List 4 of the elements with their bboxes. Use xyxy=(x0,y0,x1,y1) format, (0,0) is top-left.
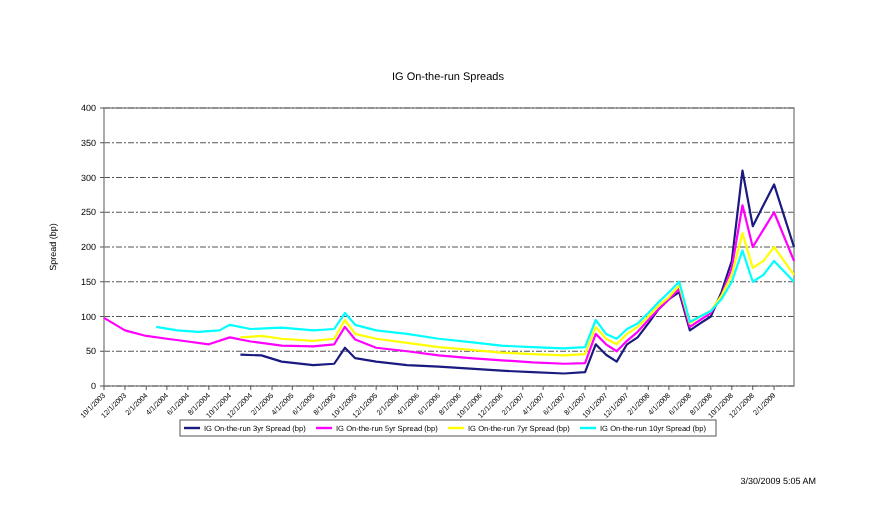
line-series xyxy=(102,204,796,365)
line-series xyxy=(155,249,796,350)
line-series xyxy=(239,169,796,375)
line-series xyxy=(239,232,796,357)
